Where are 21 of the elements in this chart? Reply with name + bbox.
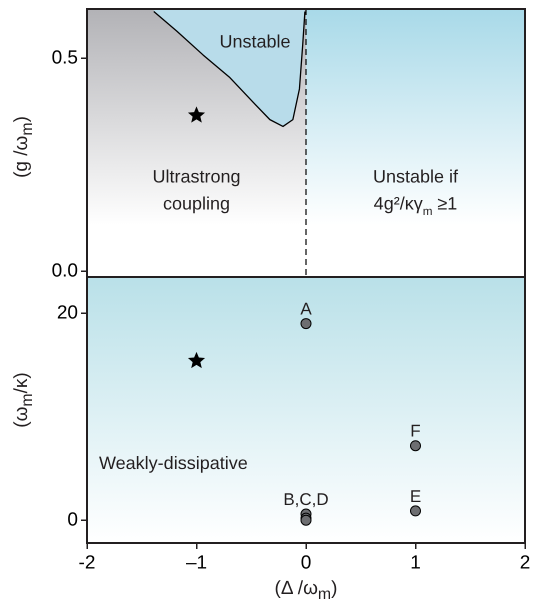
data-label: A [300, 300, 312, 319]
data-label: B,C,D [283, 490, 329, 510]
data-label: E [410, 486, 422, 506]
x-tick-label: 1 [410, 552, 421, 574]
y-tick-label: 0.5 [52, 48, 78, 69]
point [188, 352, 206, 368]
y-tick-label: 20 [56, 302, 78, 324]
x-tick-label: 0 [300, 552, 312, 574]
band-label: Ultrastrong coupling [152, 166, 241, 214]
band-label: Weakly-dissipative [99, 453, 248, 474]
y-tick-label: 0.0 [52, 260, 78, 282]
y-tick-label: 0 [67, 509, 78, 530]
x-tick-label: 2 [520, 552, 530, 574]
x-tick-label: –1 [186, 552, 208, 574]
x-axis-title: (Δ /ω$_{m}$) [274, 578, 338, 604]
point [300, 318, 312, 330]
point [410, 505, 421, 516]
point [410, 440, 421, 452]
x-tick-label: -2 [78, 552, 96, 574]
series-label: Unstable [220, 32, 291, 52]
data-label: F [410, 422, 421, 441]
